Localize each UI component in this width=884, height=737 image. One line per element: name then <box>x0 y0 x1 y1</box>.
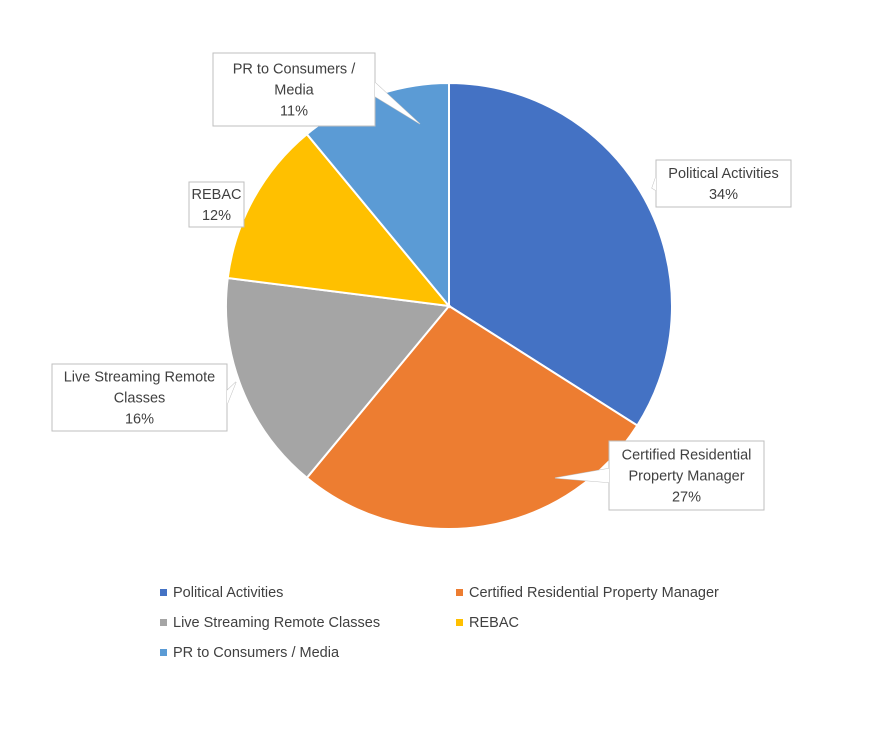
callout-box <box>655 159 792 208</box>
data-callout-live-streaming: Live Streaming Remote Classes 16% <box>51 363 237 432</box>
pie-slice-rebac <box>226 132 452 308</box>
data-label-value: 11% <box>280 104 308 120</box>
legend-item-political-activities: Political Activities <box>160 583 456 602</box>
data-label-category: Live Streaming Remote <box>64 370 216 386</box>
callout-box <box>608 440 765 511</box>
callout-pointer-fill <box>555 468 609 483</box>
data-label-category: Political Activities <box>668 166 778 182</box>
data-label-category: Classes <box>114 391 166 407</box>
legend-item-crpm: Certified Residential Property Manager <box>456 583 796 602</box>
legend-swatch-live-streaming <box>160 619 167 626</box>
legend-swatch-political-activities <box>160 589 167 596</box>
legend-label: Political Activities <box>173 584 284 601</box>
legend-swatch-pr-consumers <box>160 649 167 656</box>
callout-pointer-fill <box>375 82 420 124</box>
pie-slice-live-streaming <box>225 276 451 480</box>
data-label-value: 27% <box>672 490 701 506</box>
data-label-category: REBAC <box>192 187 242 203</box>
legend-item-pr-consumers: PR to Consumers / Media <box>160 643 456 662</box>
data-label-value: 34% <box>709 187 738 203</box>
callout-box <box>212 52 376 127</box>
legend-label: PR to Consumers / Media <box>173 644 340 661</box>
legend: Political Activities Certified Residenti… <box>160 583 800 662</box>
callout-box <box>51 363 228 432</box>
data-label-value: 12% <box>202 208 231 224</box>
data-callout-rebac: REBAC 12% <box>188 181 245 228</box>
legend-swatch-crpm <box>456 589 463 596</box>
legend-swatch-rebac <box>456 619 463 626</box>
data-callout-political-activities: Political Activities 34% <box>651 159 792 208</box>
legend-item-live-streaming: Live Streaming Remote Classes <box>160 613 456 632</box>
callout-pointer-fill <box>227 382 236 405</box>
pie-slice-political-activities <box>448 81 673 427</box>
pie-slice-crpm <box>305 304 639 530</box>
legend-label: Live Streaming Remote Classes <box>173 614 381 631</box>
legend-label: Certified Residential Property Manager <box>469 584 719 601</box>
pie-slices <box>225 81 673 530</box>
legend-label: REBAC <box>469 614 519 631</box>
data-label-category: PR to Consumers / <box>233 62 356 78</box>
callout-box <box>188 181 245 228</box>
legend-item-rebac: REBAC <box>456 613 796 632</box>
data-label-category: Property Manager <box>628 469 744 485</box>
data-label-value: 16% <box>125 412 154 428</box>
callout-pointer-fill <box>652 176 656 191</box>
data-callout-crpm: Certified Residential Property Manager 27% <box>554 440 765 511</box>
data-callout-pr-consumers: PR to Consumers / Media 11% <box>212 52 421 127</box>
data-label-category: Media <box>274 83 314 99</box>
data-label-category: Certified Residential <box>622 448 752 464</box>
